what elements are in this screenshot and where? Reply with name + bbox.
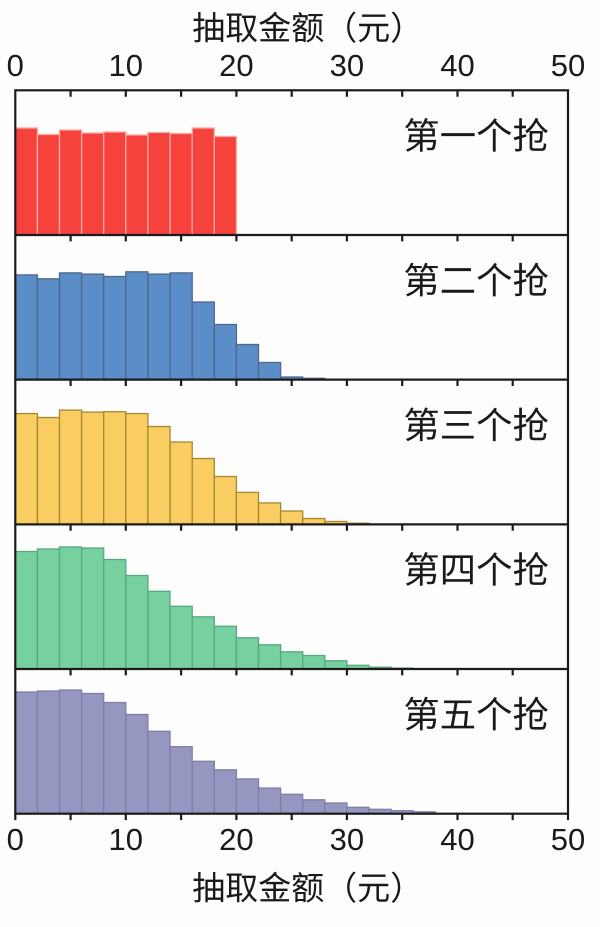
- svg-text:0: 0: [7, 48, 24, 83]
- svg-text:50: 50: [551, 48, 585, 83]
- svg-text:30: 30: [330, 822, 364, 857]
- svg-text:50: 50: [551, 822, 585, 857]
- svg-text:0: 0: [7, 822, 24, 857]
- svg-text:20: 20: [219, 48, 253, 83]
- svg-text:40: 40: [440, 822, 474, 857]
- svg-text:10: 10: [109, 48, 143, 83]
- svg-text:40: 40: [440, 48, 474, 83]
- svg-text:10: 10: [109, 822, 143, 857]
- svg-text:20: 20: [219, 822, 253, 857]
- svg-text:30: 30: [330, 48, 364, 83]
